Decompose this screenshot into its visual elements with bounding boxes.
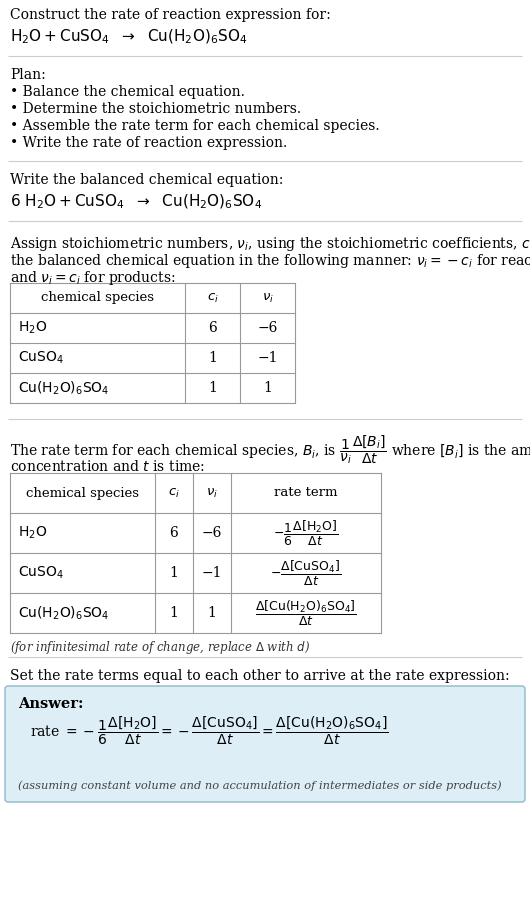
Text: $\mathrm{H_2O + CuSO_4}$  $\rightarrow$  $\mathrm{Cu(H_2O)_6SO_4}$: $\mathrm{H_2O + CuSO_4}$ $\rightarrow$ $…: [10, 28, 248, 46]
Text: 1: 1: [208, 381, 217, 395]
Text: $\nu_i$: $\nu_i$: [261, 291, 273, 305]
Text: $\mathrm{CuSO_4}$: $\mathrm{CuSO_4}$: [18, 565, 64, 581]
Text: $c_i$: $c_i$: [168, 487, 180, 500]
Text: Assign stoichiometric numbers, $\nu_i$, using the stoichiometric coefficients, $: Assign stoichiometric numbers, $\nu_i$, …: [10, 235, 530, 253]
Text: (for infinitesimal rate of change, replace $\Delta$ with $d$): (for infinitesimal rate of change, repla…: [10, 639, 311, 656]
Text: chemical species: chemical species: [26, 487, 139, 500]
Text: 6: 6: [208, 321, 217, 335]
Text: • Assemble the rate term for each chemical species.: • Assemble the rate term for each chemic…: [10, 119, 379, 133]
Text: $\mathrm{CuSO_4}$: $\mathrm{CuSO_4}$: [18, 349, 64, 366]
Text: −6: −6: [257, 321, 278, 335]
Text: Write the balanced chemical equation:: Write the balanced chemical equation:: [10, 173, 284, 187]
Text: 1: 1: [208, 606, 216, 620]
Text: $\mathrm{H_2O}$: $\mathrm{H_2O}$: [18, 319, 47, 336]
Text: concentration and $t$ is time:: concentration and $t$ is time:: [10, 459, 205, 474]
Text: Construct the rate of reaction expression for:: Construct the rate of reaction expressio…: [10, 8, 331, 22]
Text: −6: −6: [202, 526, 222, 540]
Text: Answer:: Answer:: [18, 697, 84, 711]
Text: The rate term for each chemical species, $B_i$, is $\dfrac{1}{\nu_i}\dfrac{\Delt: The rate term for each chemical species,…: [10, 433, 530, 466]
Text: 1: 1: [263, 381, 272, 395]
Text: Set the rate terms equal to each other to arrive at the rate expression:: Set the rate terms equal to each other t…: [10, 669, 510, 683]
Text: • Balance the chemical equation.: • Balance the chemical equation.: [10, 85, 245, 99]
Text: $-\dfrac{1}{6}\dfrac{\Delta[\mathrm{H_2O}]}{\Delta t}$: $-\dfrac{1}{6}\dfrac{\Delta[\mathrm{H_2O…: [273, 519, 339, 548]
Text: 1: 1: [208, 351, 217, 365]
Text: Plan:: Plan:: [10, 68, 46, 82]
Text: −1: −1: [257, 351, 278, 365]
Text: −1: −1: [202, 566, 222, 580]
Text: $\dfrac{\Delta[\mathrm{Cu(H_2O)_6SO_4}]}{\Delta t}$: $\dfrac{\Delta[\mathrm{Cu(H_2O)_6SO_4}]}…: [255, 599, 357, 628]
Text: $\nu_i$: $\nu_i$: [206, 487, 218, 500]
Text: rate term: rate term: [274, 487, 338, 500]
Text: 6: 6: [170, 526, 179, 540]
Text: • Determine the stoichiometric numbers.: • Determine the stoichiometric numbers.: [10, 102, 301, 116]
Text: the balanced chemical equation in the following manner: $\nu_i = -c_i$ for react: the balanced chemical equation in the fo…: [10, 252, 530, 270]
Text: $-\dfrac{\Delta[\mathrm{CuSO_4}]}{\Delta t}$: $-\dfrac{\Delta[\mathrm{CuSO_4}]}{\Delta…: [270, 559, 342, 588]
Text: $\mathrm{Cu(H_2O)_6SO_4}$: $\mathrm{Cu(H_2O)_6SO_4}$: [18, 604, 110, 622]
Text: and $\nu_i = c_i$ for products:: and $\nu_i = c_i$ for products:: [10, 269, 175, 287]
Text: 1: 1: [170, 566, 179, 580]
Text: $\mathrm{H_2O}$: $\mathrm{H_2O}$: [18, 525, 47, 541]
Text: $\mathrm{Cu(H_2O)_6SO_4}$: $\mathrm{Cu(H_2O)_6SO_4}$: [18, 379, 110, 397]
Text: rate $= -\dfrac{1}{6}\dfrac{\Delta[\mathrm{H_2O}]}{\Delta t} = -\dfrac{\Delta[\m: rate $= -\dfrac{1}{6}\dfrac{\Delta[\math…: [30, 715, 389, 747]
Text: • Write the rate of reaction expression.: • Write the rate of reaction expression.: [10, 136, 287, 150]
Text: $c_i$: $c_i$: [207, 291, 218, 305]
FancyBboxPatch shape: [5, 686, 525, 802]
Text: $\mathrm{6\ H_2O + CuSO_4}$  $\rightarrow$  $\mathrm{Cu(H_2O)_6SO_4}$: $\mathrm{6\ H_2O + CuSO_4}$ $\rightarrow…: [10, 193, 262, 211]
Text: chemical species: chemical species: [41, 291, 154, 305]
Text: 1: 1: [170, 606, 179, 620]
Text: (assuming constant volume and no accumulation of intermediates or side products): (assuming constant volume and no accumul…: [18, 781, 501, 791]
